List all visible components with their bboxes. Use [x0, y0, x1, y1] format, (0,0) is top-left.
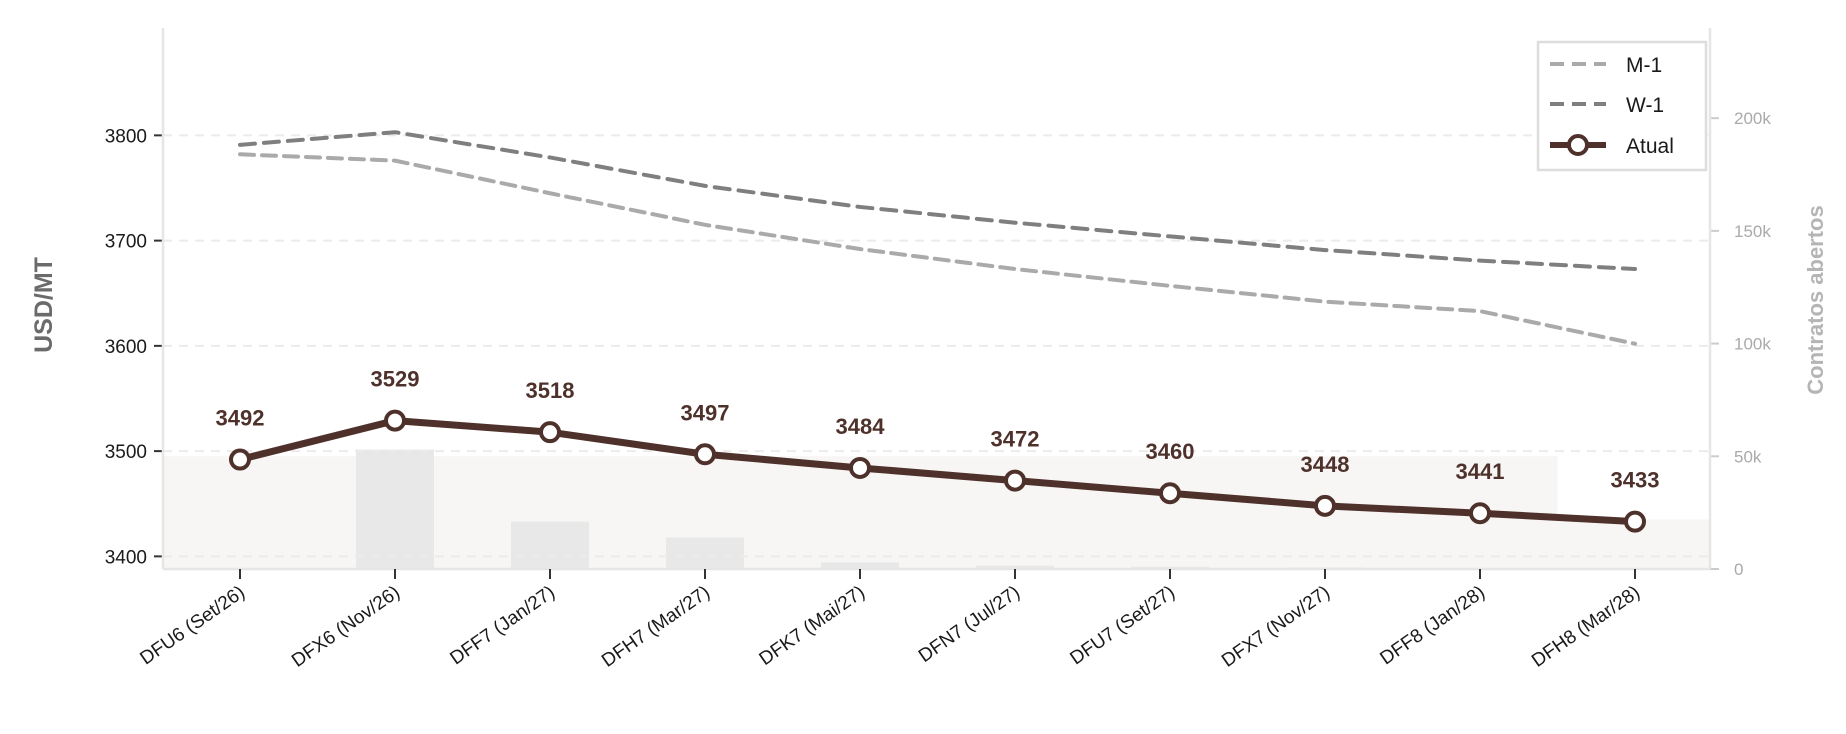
y-axis-title-right: Contratos abertos [1803, 205, 1828, 394]
y-right-tick-label: 100k [1734, 335, 1771, 354]
open-interest-bar [666, 537, 744, 569]
x-tick-label: DFH8 (Mar/28) [1528, 582, 1644, 672]
data-point-atual [229, 448, 251, 471]
data-labels: 3492 3529 3518 3497 3484 3472 3460 3448 3441 3433 [216, 367, 1660, 493]
y-right-tick-label: 0 [1734, 560, 1743, 579]
x-tick-label: DFX7 (Nov/27) [1218, 582, 1334, 672]
x-tick-label: DFU6 (Set/26) [136, 582, 248, 669]
x-tick-label: DFU7 (Set/27) [1066, 582, 1178, 669]
series-line-m-1 [238, 152, 1637, 346]
y-tick-label: 3700 [105, 232, 147, 253]
y-tick-label: 3800 [105, 126, 147, 147]
series-line-atual [236, 417, 1639, 526]
y-right-tick-label: 50k [1734, 447, 1762, 466]
legend-label-m1: M-1 [1626, 54, 1662, 77]
x-tick-label: DFK7 (Mai/27) [756, 582, 869, 670]
open-interest-bar [356, 449, 434, 569]
y-right-tick-label: 200k [1734, 109, 1771, 128]
legend-box [1536, 40, 1708, 172]
data-label: 3492 [216, 406, 265, 431]
x-tick-label: DFF7 (Jan/27) [446, 582, 558, 669]
y-axis-title-left: USD/MT [30, 257, 58, 353]
open-interest-bar [976, 565, 1054, 569]
open-interest-bar [511, 521, 589, 569]
data-label: 3484 [836, 414, 886, 439]
axes: 3400 3500 3600 3700 3800 0 50k 100k 150k 200k DFU6… [105, 28, 1771, 672]
x-tick-label: DFH7 (Mar/27) [598, 582, 714, 672]
data-label: 3448 [1301, 452, 1350, 477]
data-point-atual [849, 456, 871, 479]
data-point-atual [384, 409, 406, 432]
data-label: 3497 [681, 400, 730, 425]
data-label: 3441 [1456, 459, 1505, 484]
x-tick-label: DFX6 (Nov/26) [288, 582, 404, 672]
x-tick-label: DFF8 (Jan/28) [1376, 582, 1488, 669]
series-lines [229, 130, 1646, 533]
data-label: 3518 [526, 378, 575, 403]
series-line-w-1 [238, 130, 1637, 272]
data-label: 3433 [1611, 468, 1660, 493]
data-label: 3460 [1146, 439, 1195, 464]
legend-label-w1: W-1 [1626, 94, 1664, 117]
data-point-atual [1159, 482, 1181, 505]
data-point-atual [1314, 494, 1336, 517]
data-point-atual [694, 443, 716, 466]
y-right-tick-label: 150k [1734, 222, 1771, 241]
data-label: 3472 [991, 427, 1040, 452]
data-point-atual [1004, 469, 1026, 492]
data-point-atual [1624, 510, 1646, 533]
legend-marker-atual [1567, 134, 1589, 156]
data-point-atual [539, 421, 561, 444]
y-tick-label: 3400 [105, 547, 147, 568]
chart-background [163, 449, 1710, 569]
y-tick-label: 3600 [105, 337, 147, 358]
x-tick-label: DFN7 (Jul/27) [915, 582, 1024, 667]
legend-label-atual: Atual [1626, 135, 1674, 158]
data-point-atual [1469, 502, 1491, 525]
y-tick-label: 3500 [105, 442, 147, 463]
open-interest-bar [821, 562, 899, 569]
data-label: 3529 [371, 367, 420, 392]
legend: M-1 W-1 Atual [1536, 40, 1708, 172]
